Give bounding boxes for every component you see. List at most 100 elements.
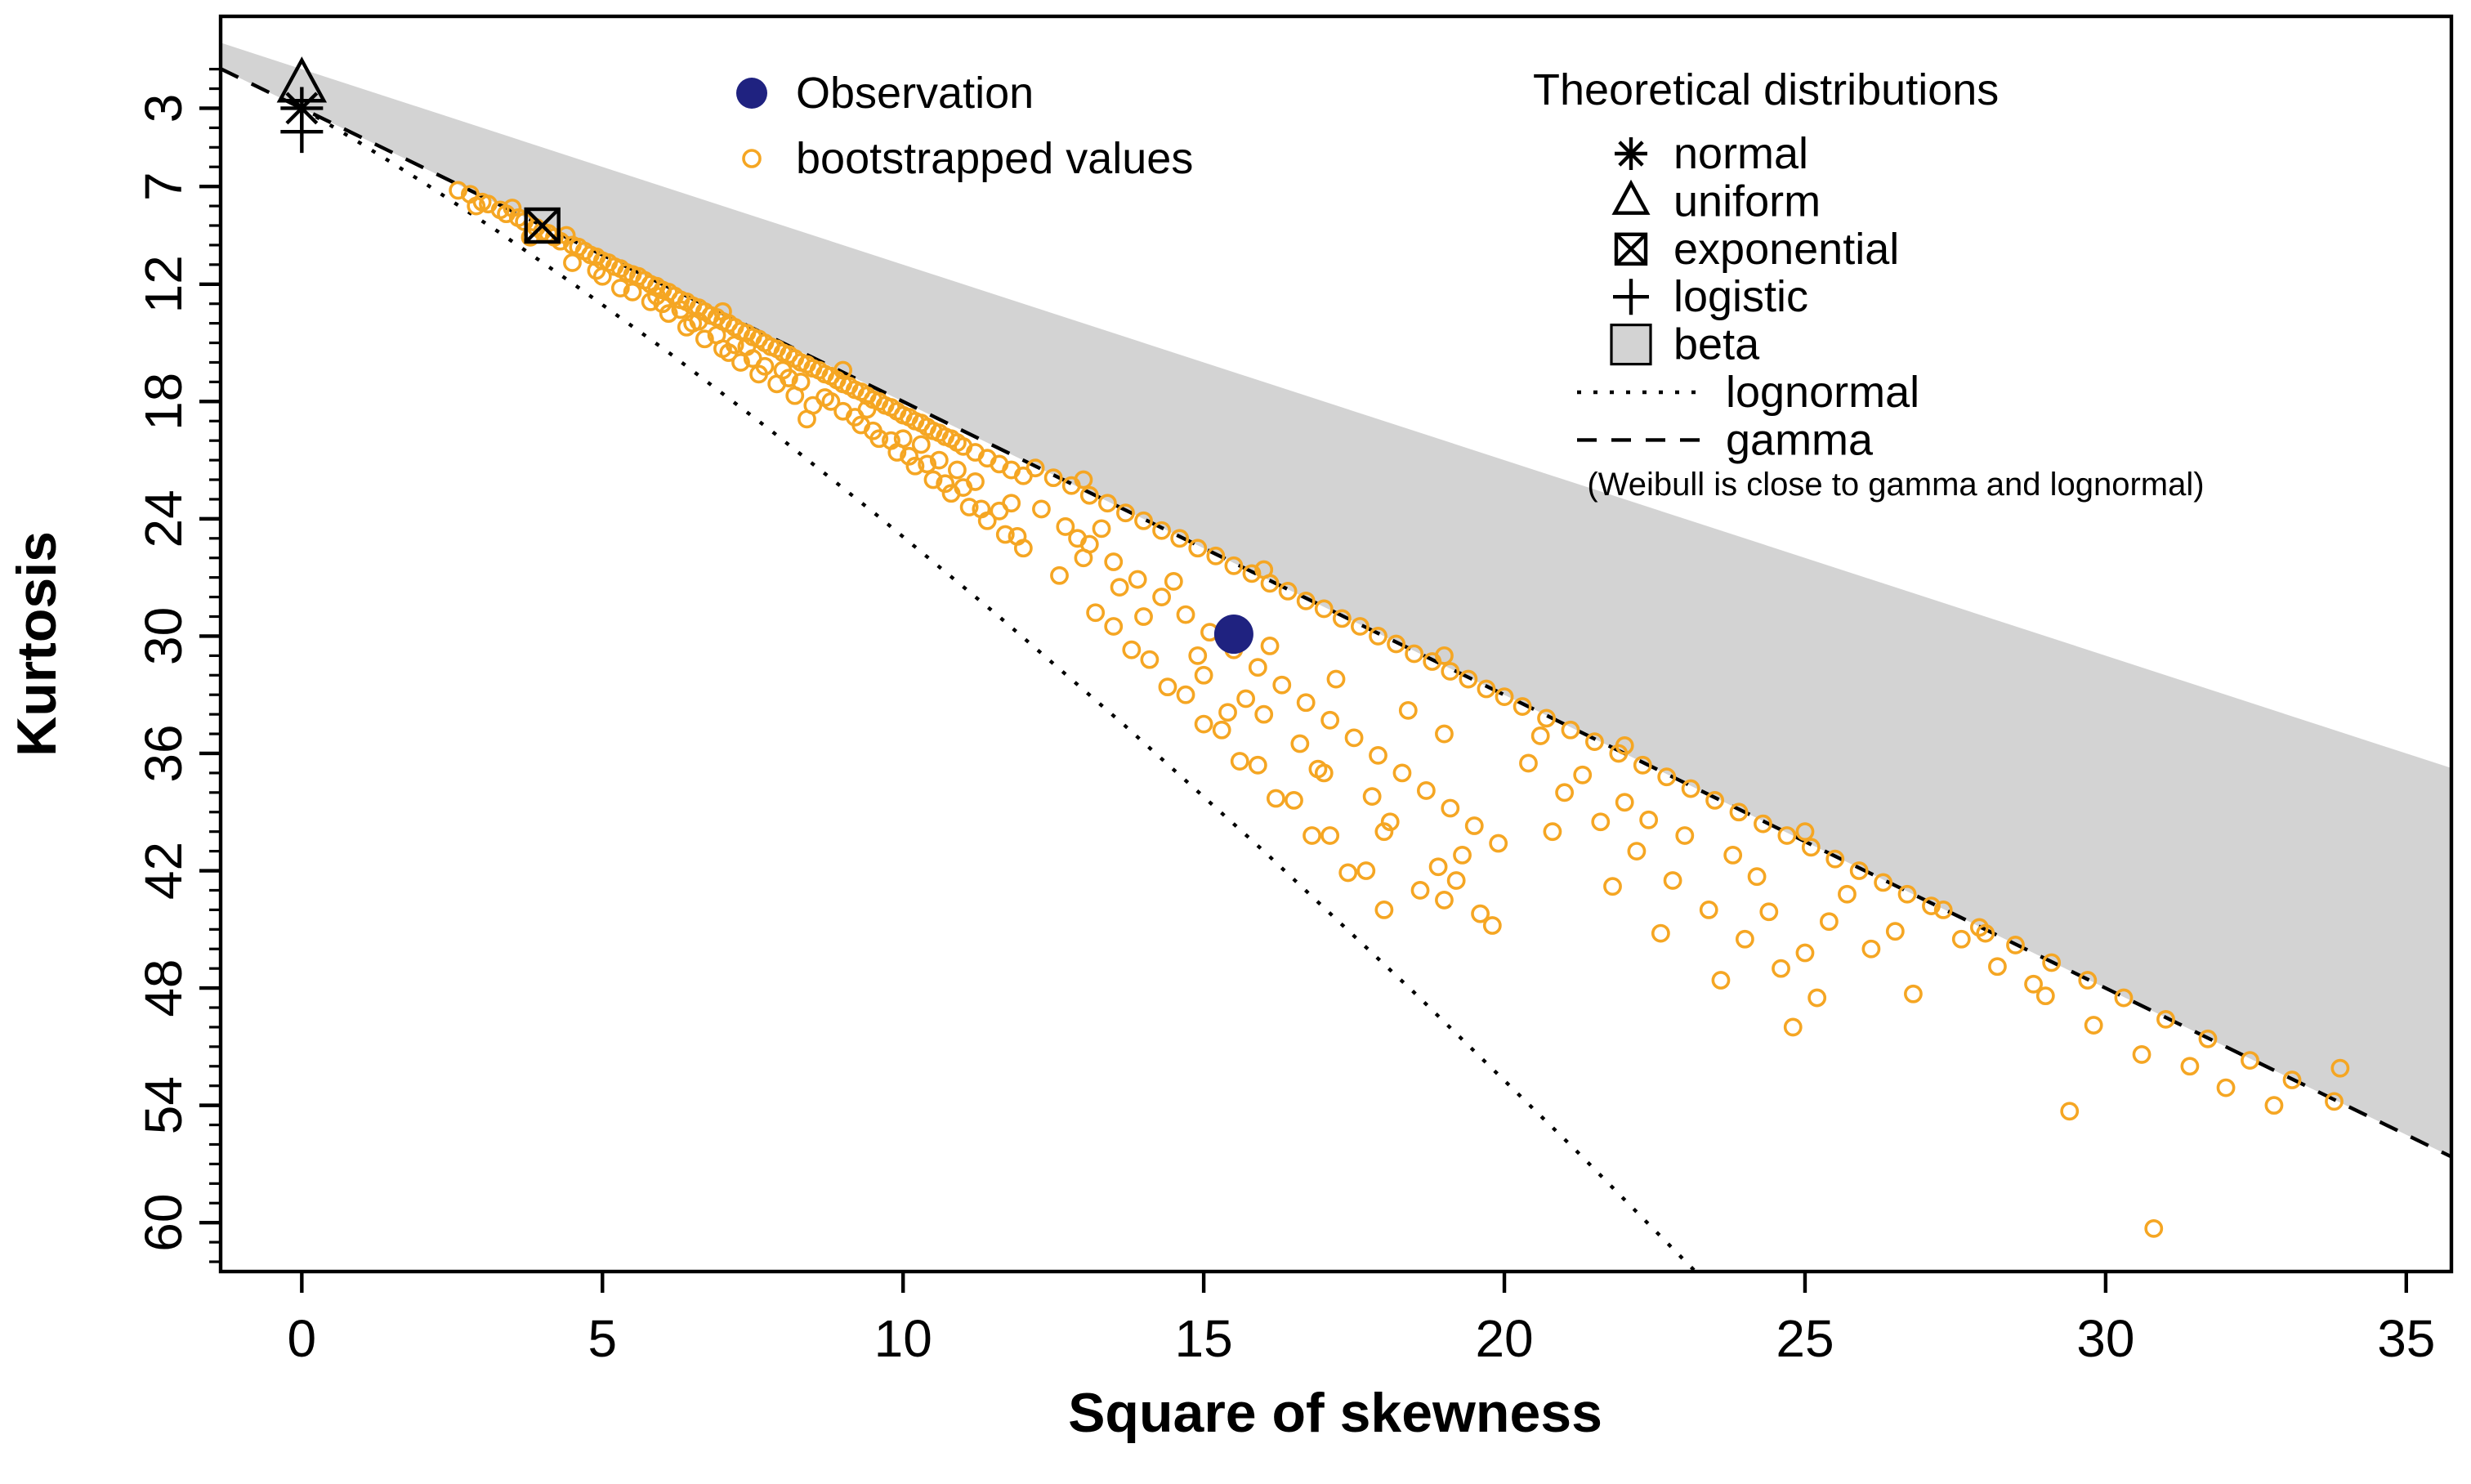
- y-tick-label: 42: [134, 842, 193, 900]
- bootstrap-point: [1128, 570, 1147, 589]
- Observation-legend-marker: [736, 78, 767, 109]
- bootstrap-point: [1783, 1017, 1803, 1037]
- bootstrap-point: [1464, 816, 1484, 835]
- bootstrap-point: [1471, 904, 1490, 923]
- bootstrap-point: [1242, 564, 1262, 583]
- bootstrap-point: [1032, 499, 1051, 519]
- bootstrap-point: [1904, 984, 1923, 1003]
- exponential-legend-marker: [1615, 233, 1647, 266]
- bootstrap-point: [1134, 511, 1153, 530]
- bootstrap-point: [1278, 582, 1298, 601]
- bootstrap-point: [1435, 891, 1454, 910]
- bootstrap-point: [1332, 609, 1352, 628]
- bootstrap-point: [1188, 539, 1208, 558]
- bootstrap-point: [1663, 871, 1682, 890]
- bootstrap-point: [1320, 710, 1340, 730]
- bootstrapped values-legend-marker: [742, 149, 762, 168]
- legend-item-label: bootstrapped values: [796, 134, 1193, 183]
- bootstrap-point: [1314, 599, 1334, 619]
- bootstrap-point: [1537, 708, 1556, 728]
- bootstrap-point: [1176, 605, 1195, 624]
- bootstrap-point: [1086, 603, 1106, 623]
- bootstrap-point: [1705, 791, 1724, 810]
- y-tick-label: 54: [134, 1076, 193, 1134]
- bootstrap-point: [995, 525, 1015, 544]
- bootstrap-point: [641, 292, 660, 311]
- bootstrap-point: [977, 511, 997, 530]
- bootstrap-point: [1729, 802, 1749, 822]
- bootstrap-point: [1351, 617, 1370, 636]
- theoretical-legend: Theoretical distributions normaluniformex…: [1533, 65, 2205, 503]
- bootstrap-point: [1002, 494, 1021, 513]
- bootstrap-point: [1446, 871, 1466, 890]
- bootstrap-point: [1206, 546, 1226, 565]
- bootstrap-point: [2198, 1029, 2218, 1048]
- legend-item-label: Observation: [796, 69, 1034, 118]
- bootstrap-point: [2144, 1218, 2164, 1238]
- bootstrap-point: [1092, 519, 1111, 539]
- bootstrap-point: [1735, 929, 1754, 949]
- bootstrap-point: [1338, 863, 1358, 883]
- bootstrap-point: [1711, 971, 1731, 990]
- bootstrap-point: [1194, 714, 1213, 734]
- legend-item-label: exponential: [1673, 225, 1899, 274]
- bootstrap-point: [1489, 834, 1508, 853]
- bootstrap-point: [1603, 877, 1622, 896]
- bootstrap-point: [948, 460, 967, 480]
- bootstrap-point: [1754, 814, 1772, 834]
- beta-legend-marker: [1610, 324, 1652, 366]
- bootstrap-point: [1759, 902, 1779, 922]
- bootstrap-point: [1134, 607, 1153, 626]
- bootstrap-point: [1320, 826, 1340, 845]
- y-tick-label: 48: [134, 959, 193, 1017]
- x-tick-label: 5: [588, 1309, 617, 1368]
- bootstrap-point: [2006, 936, 2025, 954]
- bootstrap-point: [1116, 503, 1135, 523]
- bootstrap-point: [1627, 842, 1647, 861]
- bootstrap-point: [1290, 734, 1310, 753]
- bootstrap-point: [966, 472, 985, 491]
- bootstrap-point: [1248, 658, 1267, 677]
- bootstrap-point: [1477, 679, 1496, 699]
- bootstrap-point: [1050, 565, 1069, 585]
- bootstrap-point: [1104, 552, 1124, 571]
- bootstrap-point: [869, 429, 889, 449]
- bootstrap-point: [1218, 703, 1237, 722]
- bootstrap-point: [659, 304, 678, 324]
- legend-item-label: uniform: [1673, 177, 1821, 226]
- x-tick-label: 0: [288, 1309, 317, 1368]
- bootstrap-point: [1392, 763, 1412, 783]
- x-tick-label: 20: [1475, 1309, 1533, 1368]
- bootstrap-point: [1285, 791, 1303, 810]
- bootstrap-point: [1374, 900, 1394, 919]
- bootstrap-point: [2042, 953, 2062, 972]
- bootstrap-point: [1344, 728, 1364, 748]
- bootstrap-point: [1374, 822, 1394, 842]
- bootstrap-point: [610, 279, 630, 297]
- bootstrap-point: [1530, 726, 1550, 745]
- bootstrap-point: [1122, 640, 1142, 659]
- legend-item-label: beta: [1673, 320, 1760, 369]
- points-layer: [449, 181, 2350, 1238]
- bootstrap-point: [1079, 534, 1099, 554]
- bootstrap-point: [1861, 939, 1881, 959]
- bootstrap-point: [1230, 752, 1249, 771]
- uniform-marker: [276, 56, 328, 103]
- bootstrap-point: [1104, 617, 1124, 636]
- legend-item-label: logistic: [1673, 272, 1808, 321]
- bootstrap-point: [1561, 720, 1580, 740]
- lognormal-line: [301, 106, 1698, 1272]
- bootstrap-point: [1236, 689, 1256, 708]
- bootstrap-point: [1495, 687, 1514, 706]
- bootstrap-point: [503, 199, 522, 217]
- bootstrap-point: [893, 429, 913, 449]
- bootstrap-point: [2180, 1057, 2200, 1076]
- bootstrap-point: [1849, 861, 1869, 880]
- bootstrap-point: [1675, 826, 1695, 845]
- bootstrap-point: [1303, 826, 1321, 845]
- y-tick-label: 12: [134, 255, 193, 313]
- bootstrap-point: [1380, 812, 1400, 832]
- x-tick-label: 25: [1776, 1309, 1834, 1368]
